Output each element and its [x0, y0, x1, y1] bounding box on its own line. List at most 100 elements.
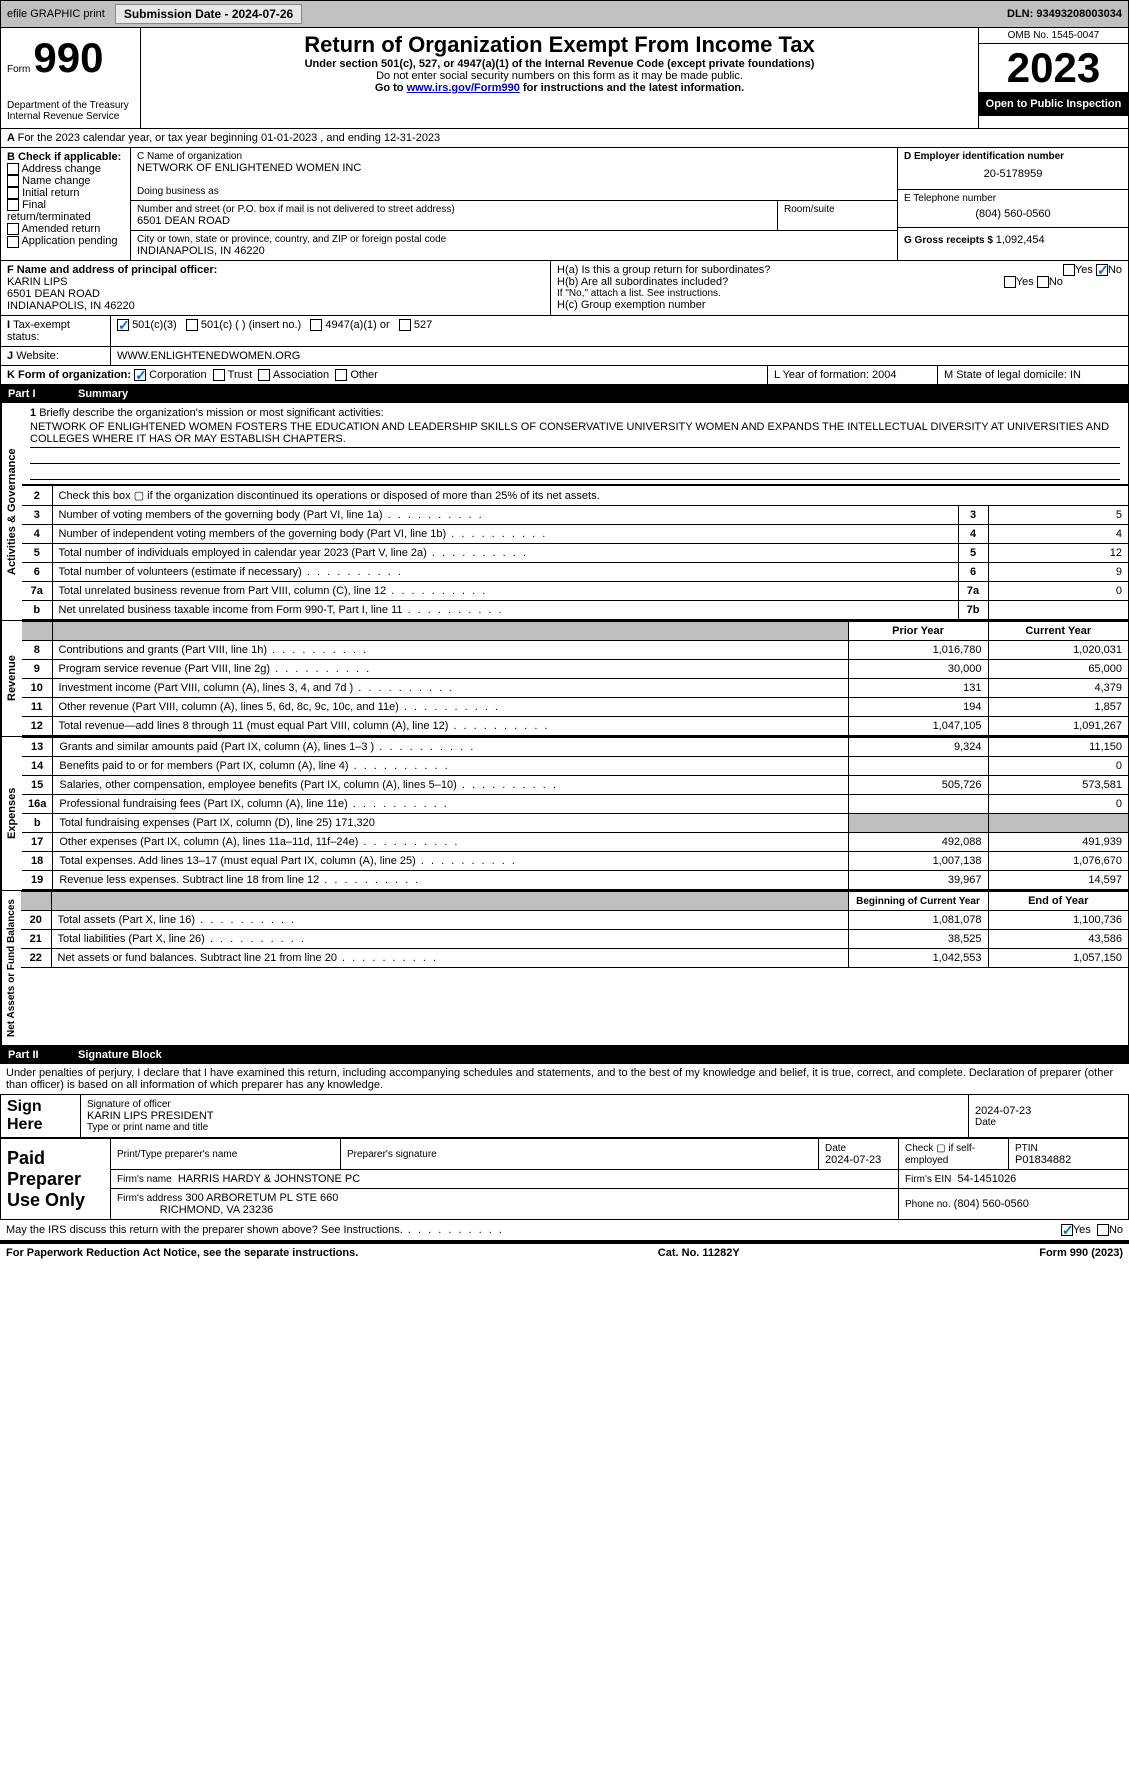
penalties-text: Under penalties of perjury, I declare th…: [0, 1064, 1129, 1094]
box-b-label: B Check if applicable:: [7, 151, 124, 163]
cb-4947a1[interactable]: [310, 319, 322, 331]
ptin-label: PTIN: [1015, 1143, 1038, 1154]
org-name: NETWORK OF ENLIGHTENED WOMEN INC: [137, 162, 891, 174]
ein-value: 20-5178959: [904, 162, 1122, 186]
governance-section: Activities & Governance 1 Briefly descri…: [0, 403, 1129, 620]
hb-note: If "No," attach a list. See instructions…: [557, 288, 1122, 299]
firm-phone: (804) 560-0560: [954, 1198, 1029, 1210]
cb-amended-return[interactable]: Amended return: [7, 223, 124, 235]
netassets-section: Net Assets or Fund Balances Beginning of…: [0, 890, 1129, 1046]
expenses-section: Expenses 13Grants and similar amounts pa…: [0, 736, 1129, 890]
hb-no[interactable]: [1037, 276, 1049, 288]
goto-link[interactable]: www.irs.gov/Form990: [407, 82, 520, 94]
officer-group-row: F Name and address of principal officer:…: [0, 261, 1129, 316]
footer-bar: For Paperwork Reduction Act Notice, see …: [0, 1242, 1129, 1262]
efile-label: efile GRAPHIC print: [7, 8, 105, 20]
officer-name: KARIN LIPS: [7, 276, 544, 288]
mission-text: NETWORK OF ENLIGHTENED WOMEN FOSTERS THE…: [30, 419, 1120, 448]
firm-name-label: Firm's name: [117, 1174, 172, 1185]
city-value: INDIANAPOLIS, IN 46220: [137, 245, 891, 257]
ha-no[interactable]: [1096, 264, 1108, 276]
sig-date-label: Date: [975, 1117, 1122, 1128]
submission-date-button[interactable]: Submission Date - 2024-07-26: [115, 4, 302, 24]
cb-name-change[interactable]: Name change: [7, 175, 124, 187]
cb-application-pending[interactable]: Application pending: [7, 235, 124, 247]
phone-label: E Telephone number: [904, 193, 1122, 204]
part1-header: Part I Summary: [0, 385, 1129, 403]
mission-block: 1 Briefly describe the organization's mi…: [22, 403, 1128, 485]
hb-yes[interactable]: [1004, 276, 1016, 288]
officer-addr2: INDIANAPOLIS, IN 46220: [7, 300, 544, 312]
pra-notice: For Paperwork Reduction Act Notice, see …: [6, 1247, 358, 1259]
firm-addr-label: Firm's address: [117, 1193, 182, 1204]
line-m: M State of legal domicile: IN: [938, 366, 1128, 384]
line-a-text: For the 2023 calendar year, or tax year …: [18, 132, 441, 144]
discuss-yes[interactable]: [1061, 1224, 1073, 1236]
ha-yes[interactable]: [1063, 264, 1075, 276]
form-main-title: Return of Organization Exempt From Incom…: [149, 32, 970, 58]
paid-preparer-table: Paid Preparer Use Only Print/Type prepar…: [0, 1138, 1129, 1220]
cb-association[interactable]: [258, 369, 270, 381]
mission-blank2: [30, 464, 1120, 480]
self-employed-check[interactable]: Check ▢ if self-employed: [905, 1143, 975, 1166]
mission-prompt: Briefly describe the organization's miss…: [39, 407, 383, 419]
tax-year: 2023: [979, 44, 1128, 92]
line-j-row: J Website: WWW.ENLIGHTENEDWOMEN.ORG: [0, 347, 1129, 366]
line-l: L Year of formation: 2004: [768, 366, 938, 384]
officer-label: F Name and address of principal officer:: [7, 264, 544, 276]
gross-receipts-value: 1,092,454: [996, 234, 1045, 246]
city-label: City or town, state or province, country…: [137, 234, 891, 245]
firm-phone-label: Phone no.: [905, 1199, 951, 1210]
governance-table: 2Check this box ▢ if the organization di…: [22, 485, 1128, 620]
box-f: F Name and address of principal officer:…: [1, 261, 551, 315]
prep-sig-label: Preparer's signature: [347, 1149, 437, 1160]
cb-corporation[interactable]: [134, 369, 146, 381]
omb-number: OMB No. 1545-0047: [979, 28, 1128, 44]
form-label-cell: Form 990 Department of the Treasury Inte…: [1, 28, 141, 128]
revenue-vlabel: Revenue: [1, 621, 22, 736]
paid-preparer-label: Paid Preparer Use Only: [1, 1139, 111, 1220]
sig-date: 2024-07-23: [975, 1105, 1122, 1117]
irs-label: Internal Revenue Service: [7, 111, 134, 122]
firm-addr: 300 ARBORETUM PL STE 660: [185, 1192, 338, 1204]
discuss-no[interactable]: [1097, 1224, 1109, 1236]
goto-suffix: for instructions and the latest informat…: [520, 82, 744, 94]
prep-date-label: Date: [825, 1143, 846, 1154]
form-title-center: Return of Organization Exempt From Incom…: [141, 28, 978, 128]
mission-blank1: [30, 448, 1120, 464]
firm-ein-label: Firm's EIN: [905, 1174, 951, 1185]
cb-trust[interactable]: [213, 369, 225, 381]
identification-block: B Check if applicable: Address change Na…: [0, 148, 1129, 261]
cb-501c3[interactable]: [117, 319, 129, 331]
cb-address-change[interactable]: Address change: [7, 163, 124, 175]
line-klm-row: K Form of organization: Corporation Trus…: [0, 366, 1129, 385]
prep-date: 2024-07-23: [825, 1154, 881, 1166]
ptin-value: P01834882: [1015, 1154, 1071, 1166]
line-a: A For the 2023 calendar year, or tax yea…: [0, 129, 1129, 148]
sign-here-table: Sign Here Signature of officerKARIN LIPS…: [0, 1094, 1129, 1138]
line-i-label: I Tax-exempt status:: [1, 316, 111, 346]
hb-label: H(b) Are all subordinates included?: [557, 276, 728, 288]
goto-prefix: Go to: [375, 82, 407, 94]
cb-final-return[interactable]: Final return/terminated: [7, 199, 124, 223]
line-k: K Form of organization: Corporation Trus…: [1, 366, 768, 384]
part1-label: Part I: [8, 388, 78, 400]
box-b: B Check if applicable: Address change Na…: [1, 148, 131, 260]
cb-527[interactable]: [399, 319, 411, 331]
netassets-vlabel: Net Assets or Fund Balances: [1, 891, 21, 1045]
firm-city: RICHMOND, VA 23236: [160, 1204, 274, 1216]
cb-501c-insert[interactable]: [186, 319, 198, 331]
cb-other[interactable]: [335, 369, 347, 381]
discuss-text: May the IRS discuss this return with the…: [6, 1224, 403, 1236]
open-public-inspection: Open to Public Inspection: [979, 92, 1128, 116]
cb-initial-return[interactable]: Initial return: [7, 187, 124, 199]
ssn-note: Do not enter social security numbers on …: [149, 70, 970, 82]
sig-type-label: Type or print name and title: [87, 1122, 962, 1133]
hc-label: H(c) Group exemption number: [557, 299, 1122, 311]
form-subtitle: Under section 501(c), 527, or 4947(a)(1)…: [149, 58, 970, 70]
part2-header: Part II Signature Block: [0, 1046, 1129, 1064]
line-j-label: J Website:: [1, 347, 111, 365]
line-k-label: K Form of organization:: [7, 369, 131, 381]
form-number: 990: [33, 34, 103, 81]
netassets-table: Beginning of Current YearEnd of Year20To…: [21, 891, 1128, 968]
